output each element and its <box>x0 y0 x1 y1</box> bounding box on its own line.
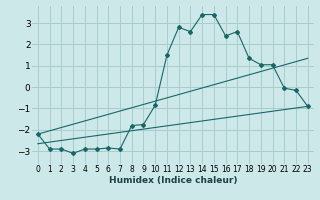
X-axis label: Humidex (Indice chaleur): Humidex (Indice chaleur) <box>108 176 237 185</box>
